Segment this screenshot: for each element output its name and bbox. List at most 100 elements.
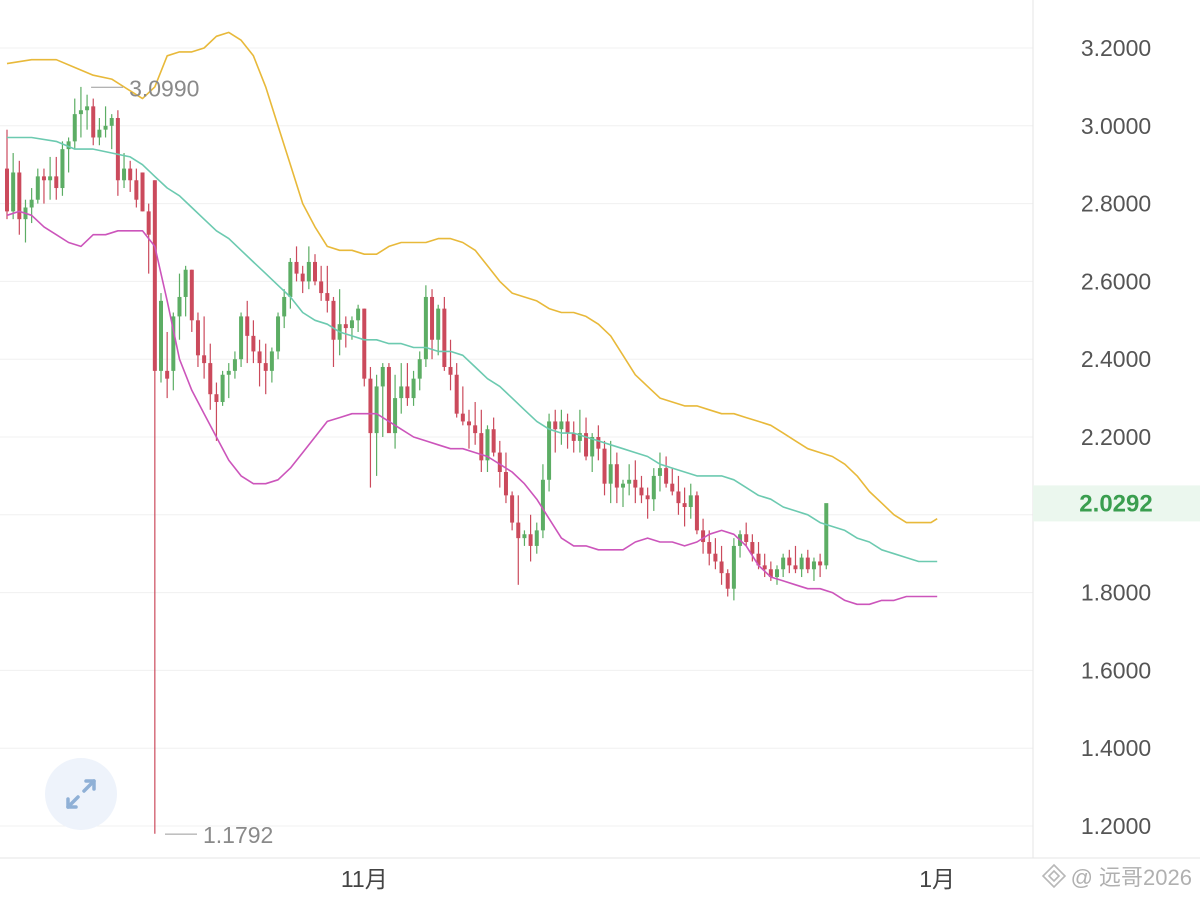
candle [214, 382, 219, 441]
candle-body [608, 464, 613, 484]
candle-body [399, 386, 404, 399]
candle [85, 94, 90, 130]
candle [115, 110, 120, 196]
candle-body [516, 522, 521, 539]
candle-body [565, 421, 570, 434]
candle [288, 258, 293, 309]
candle [762, 553, 767, 578]
candle [448, 339, 453, 391]
expand-arrows-icon [66, 779, 96, 809]
candle [621, 479, 625, 508]
candle [306, 246, 311, 290]
candle [140, 172, 145, 212]
candle [220, 370, 225, 406]
candle [725, 569, 730, 597]
candle-body [584, 433, 589, 457]
diamond-logo-icon [1041, 863, 1066, 889]
candle [374, 374, 379, 476]
candle [670, 468, 675, 496]
candle-body [313, 261, 317, 282]
y-tick-label: 3.2000 [1081, 35, 1151, 61]
candle [202, 316, 207, 379]
candle-body [547, 421, 552, 480]
x-tick-label: 1月 [919, 866, 955, 892]
candle-body [510, 495, 515, 523]
candle-body [152, 180, 157, 371]
candle-body [282, 296, 287, 317]
candle [399, 363, 404, 414]
candle-body [793, 565, 798, 570]
candle [627, 464, 632, 496]
candle-body [627, 479, 632, 484]
candle [337, 289, 342, 356]
candle-body [72, 114, 77, 142]
candle-body [368, 378, 373, 434]
candle-body [781, 557, 786, 570]
candle [479, 409, 484, 473]
candle [362, 308, 367, 387]
candle [688, 483, 693, 519]
candle-body [701, 530, 706, 543]
candle-body [731, 545, 736, 589]
candle [263, 343, 268, 395]
candle-body [448, 366, 453, 375]
candle [491, 417, 496, 457]
candle [442, 296, 447, 371]
low-price-annotation: 1.1792 [203, 822, 273, 848]
candle-body [762, 565, 767, 570]
candle [386, 363, 391, 434]
y-tick-label: 1.8000 [1081, 580, 1151, 606]
candle-body [109, 118, 114, 126]
candle [245, 300, 250, 364]
candle [528, 514, 533, 562]
candle-body [411, 378, 416, 399]
candle-body [633, 479, 638, 488]
expand-button[interactable] [45, 758, 117, 830]
candle-body [522, 534, 527, 539]
candle [694, 491, 699, 535]
candle [251, 320, 256, 364]
candle [257, 339, 262, 387]
candle [380, 363, 385, 437]
candle [195, 312, 200, 367]
candle-body [66, 141, 71, 150]
middle-band-line [7, 136, 938, 563]
candle-body [159, 300, 163, 371]
bollinger-bands-layer [6, 31, 938, 606]
candle-body [269, 351, 274, 371]
candle-body [725, 573, 730, 589]
candle [276, 312, 281, 360]
candle [534, 522, 539, 554]
y-tick-label: 2.8000 [1081, 191, 1151, 217]
candle-body [251, 335, 256, 352]
candle-body [497, 452, 502, 473]
candle [639, 475, 644, 504]
candle-body [202, 355, 207, 364]
candle [325, 265, 330, 313]
candle-body [78, 110, 83, 115]
candle [805, 549, 810, 574]
candle-body [29, 199, 34, 208]
y-tick-label: 2.6000 [1081, 268, 1151, 294]
candle [41, 168, 46, 204]
candle-body [682, 503, 687, 508]
candle-body [787, 557, 792, 566]
candle-body [263, 363, 268, 371]
candle-body [491, 429, 496, 453]
candle [503, 452, 508, 504]
candle-body [239, 316, 244, 360]
candle [811, 557, 816, 581]
candle-body [140, 172, 145, 212]
y-tick-label: 1.2000 [1081, 813, 1151, 839]
candle-body [226, 370, 231, 375]
candle-body [590, 437, 595, 457]
candle [540, 464, 545, 539]
candle-body [670, 483, 675, 492]
candle [103, 106, 108, 138]
candle-body [306, 261, 311, 282]
candle-body [11, 172, 16, 212]
candle-body [380, 366, 385, 387]
candle [799, 553, 804, 578]
candle-body [41, 176, 46, 181]
